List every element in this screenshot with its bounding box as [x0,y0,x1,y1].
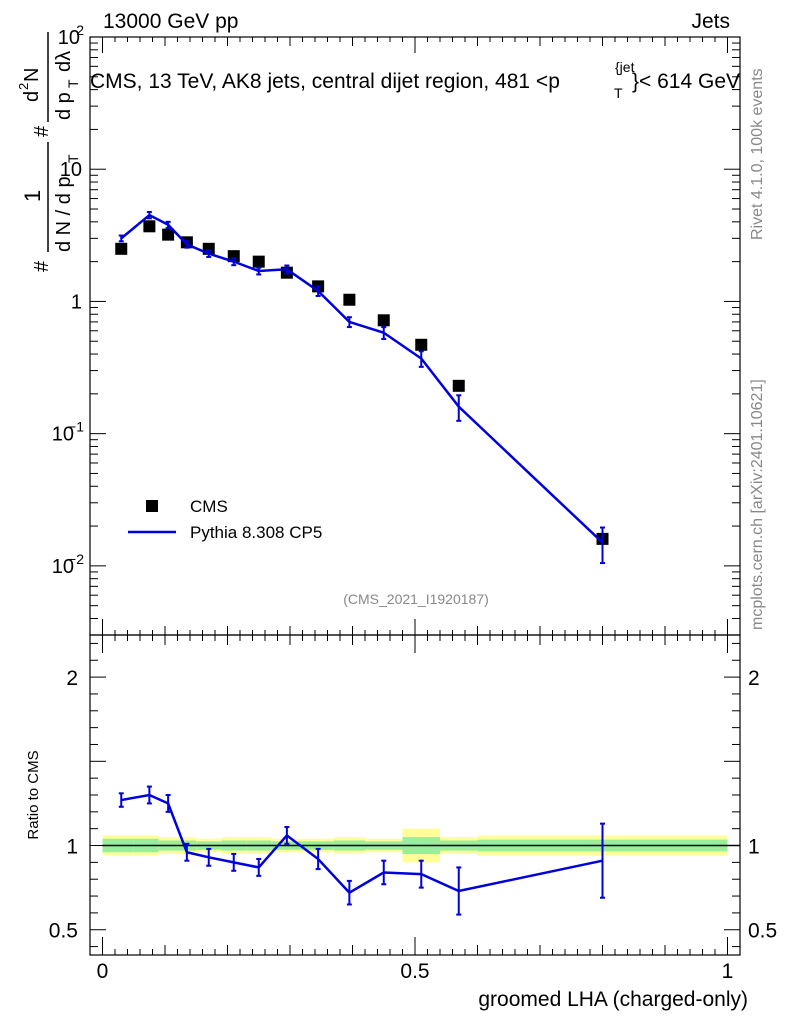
legend-cms-marker [146,500,158,512]
ratio-y-tick-label-right: 2 [748,667,760,690]
pythia-curve [120,213,604,544]
ratio-xlabel: groomed LHA (charged-only) [478,988,748,1011]
main-y-tick-label: 102 [58,22,84,49]
main-ylabel-sub-t-2: T [65,79,81,88]
main-ylabel-hash-2: # [31,125,53,137]
ratio-y-tick-label-left: 0.5 [49,920,78,943]
cms-data-point [377,314,390,327]
ratio-y-tick-label-right: 0.5 [748,920,777,943]
ratio-pythia-curve [121,793,603,895]
main-ylabel: # 1 d N / d p T # d 2 N d p T dλ [16,32,81,272]
main-y-tick-label: 10−2 [52,551,84,578]
legend-cms-label: CMS [190,497,228,516]
main-ylabel-sup-2: 2 [16,83,31,90]
main-title: CMS, 13 TeV, AK8 jets, central dijet reg… [90,59,740,101]
main-title-text: CMS, 13 TeV, AK8 jets, central dijet reg… [90,70,560,93]
main-ylabel-d: d [21,91,43,102]
cms-data-point [143,220,156,233]
cms-data-point [162,228,175,241]
main-data-marks [115,210,609,565]
main-y-tick-label: 10 [60,159,82,181]
main-title-superscript: {jet [615,59,635,75]
main-ylabel-dlambda: dλ [53,51,75,72]
mcplots-label: mcplots.cern.ch [arXiv:2401.10621] [749,379,766,630]
ratio-ylabel: Ratio to CMS [25,750,42,839]
main-ylabel-dpt: d p [53,92,75,120]
category-label: Jets [691,10,730,33]
ratio-x-tick-label: 0 [97,960,109,983]
main-ylabel-dndpt: d N / d p [53,176,75,252]
main-title-tail: }< 614 GeV [632,70,740,93]
main-title-subscript: T [614,85,623,101]
ratio-data-marks [118,785,605,916]
cms-data-point [115,242,128,255]
ratio-x-tick-label: 0.5 [400,960,429,983]
ratio-x-tick-label: 1 [722,960,734,983]
cms-data-point [252,255,265,268]
analysis-id: (CMS_2021_I1920187) [343,591,489,607]
main-y-tick-label: 1 [71,291,82,313]
legend: CMS Pythia 8.308 CP5 [128,497,322,542]
ratio-y-tick-label-left: 2 [66,667,78,690]
energy-label: 13000 GeV pp [103,10,238,33]
ratio-y-tick-label-right: 1 [748,836,760,859]
legend-pythia-label: Pythia 8.308 CP5 [190,523,322,542]
ratio-axis-ticks: 2 2 1 1 0.5 0.5 0 0.5 1 [49,635,777,983]
main-ylabel-sub-t: T [65,154,81,163]
cms-data-point [452,379,465,392]
main-ylabel-one: 1 [20,190,45,202]
main-axis-ticks: 102 10 1 10−1 10−2 [52,22,740,636]
main-ylabel-hash-1: # [31,260,53,272]
cms-data-point [227,250,240,263]
cms-data-point [415,338,428,351]
main-y-tick-label: 10−1 [52,419,84,446]
main-panel-frame [89,36,741,636]
main-ylabel-n: N [21,68,43,82]
ratio-y-tick-label-left: 1 [66,836,78,859]
ratio-panel-frame [89,634,741,956]
cms-data-point [343,293,356,306]
rivet-label: Rivet 4.1.0, 100k events [749,68,766,240]
